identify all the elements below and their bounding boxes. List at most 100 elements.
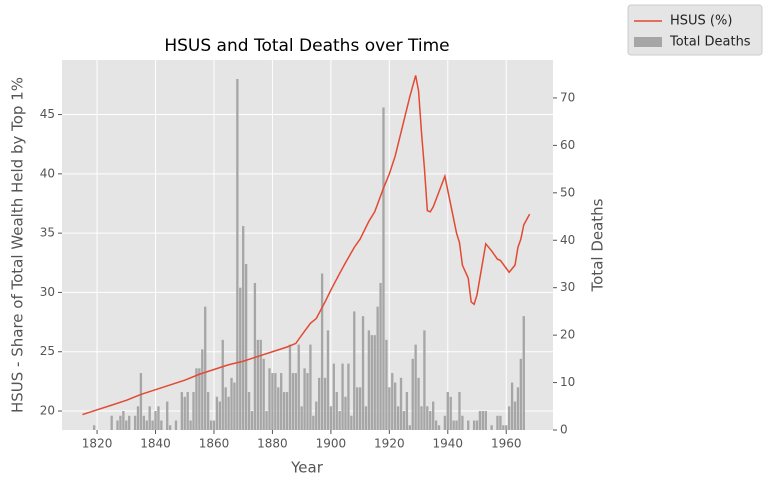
bar — [396, 406, 400, 430]
x-tick-label: 1900 — [316, 437, 347, 451]
bar — [189, 420, 192, 430]
grid — [62, 60, 553, 430]
bar — [206, 392, 210, 430]
bar — [157, 406, 160, 430]
bar — [128, 415, 131, 430]
bar — [510, 382, 514, 430]
bar — [417, 377, 420, 430]
bar — [338, 411, 341, 430]
bar — [186, 392, 189, 430]
x-tick-label: 1820 — [82, 437, 113, 451]
bar — [382, 107, 385, 430]
bar — [481, 411, 485, 430]
bar — [145, 420, 148, 430]
bar — [519, 358, 523, 430]
bar — [326, 330, 330, 430]
bar — [291, 373, 295, 430]
x-axis-label: Year — [290, 459, 324, 477]
bar — [420, 406, 423, 430]
bar — [461, 415, 464, 430]
x-tick-label: 1940 — [433, 437, 464, 451]
bar — [499, 415, 502, 430]
y-tick-label: 45 — [40, 107, 55, 121]
bar — [300, 406, 303, 430]
bar — [490, 425, 493, 430]
bar — [280, 373, 283, 430]
bar — [168, 425, 172, 430]
bar — [306, 373, 309, 430]
labels: 1820 1840 1860 1880 1900 1920 1940 1960 20 25 30 35… — [40, 90, 576, 450]
bar — [423, 330, 426, 430]
bar — [253, 282, 257, 430]
bar — [373, 335, 376, 430]
x-tick-label: 1840 — [140, 437, 171, 451]
bar — [358, 387, 362, 430]
bar — [505, 425, 508, 430]
y2-tick-label: 10 — [560, 375, 575, 389]
bar — [458, 392, 461, 430]
bar — [402, 411, 406, 430]
legend-swatch — [634, 37, 662, 47]
bar — [507, 406, 511, 430]
bar — [385, 339, 388, 430]
marks — [82, 75, 531, 430]
bar — [133, 415, 137, 430]
bar — [446, 392, 449, 430]
bar — [320, 273, 324, 430]
bar — [122, 411, 125, 430]
bar — [434, 420, 438, 430]
legend-label: Total Deaths — [669, 35, 751, 50]
bar — [522, 316, 525, 430]
bar — [262, 358, 265, 430]
y2-tick-label: 30 — [560, 280, 575, 294]
bar — [309, 344, 312, 430]
bar — [388, 387, 391, 430]
bar — [455, 420, 458, 430]
bar — [227, 396, 230, 430]
y2-tick-label: 40 — [560, 233, 575, 247]
y2-tick-label: 60 — [560, 138, 575, 152]
y2-axis-label: Total Deaths — [589, 198, 607, 292]
bar — [350, 415, 353, 430]
bar — [341, 363, 344, 430]
legend-label: HSUS (%) — [670, 14, 732, 29]
bar — [192, 392, 195, 430]
bar — [432, 401, 435, 430]
bar — [323, 377, 327, 430]
bar — [329, 406, 333, 430]
bar — [391, 373, 394, 430]
bar — [502, 425, 505, 430]
x-tick-label: 1860 — [199, 437, 230, 451]
bar — [154, 411, 157, 430]
y-tick-label: 40 — [40, 166, 55, 180]
bar — [198, 368, 201, 430]
bar — [443, 415, 447, 430]
bar — [356, 387, 359, 430]
x-tick-label: 1920 — [374, 437, 405, 451]
bar — [274, 373, 277, 430]
bar — [215, 396, 219, 430]
bar — [399, 377, 403, 430]
bar — [335, 392, 338, 430]
bar — [496, 415, 499, 430]
bar — [452, 420, 455, 430]
bar — [160, 420, 163, 430]
bar — [285, 392, 289, 430]
bar — [119, 415, 122, 430]
bar — [239, 287, 242, 430]
y-tick-label: 25 — [40, 344, 55, 358]
bar — [92, 425, 96, 430]
bar — [426, 406, 429, 430]
x-tick-label: 1960 — [491, 437, 522, 451]
bar — [318, 377, 321, 430]
bar — [212, 420, 216, 430]
bar — [183, 396, 186, 430]
bar — [411, 358, 414, 430]
bar — [475, 420, 479, 430]
bar — [344, 396, 347, 430]
y-tick-label: 20 — [40, 404, 55, 418]
bar — [201, 349, 204, 430]
y-tick-label: 35 — [40, 226, 55, 240]
line — [82, 75, 531, 416]
